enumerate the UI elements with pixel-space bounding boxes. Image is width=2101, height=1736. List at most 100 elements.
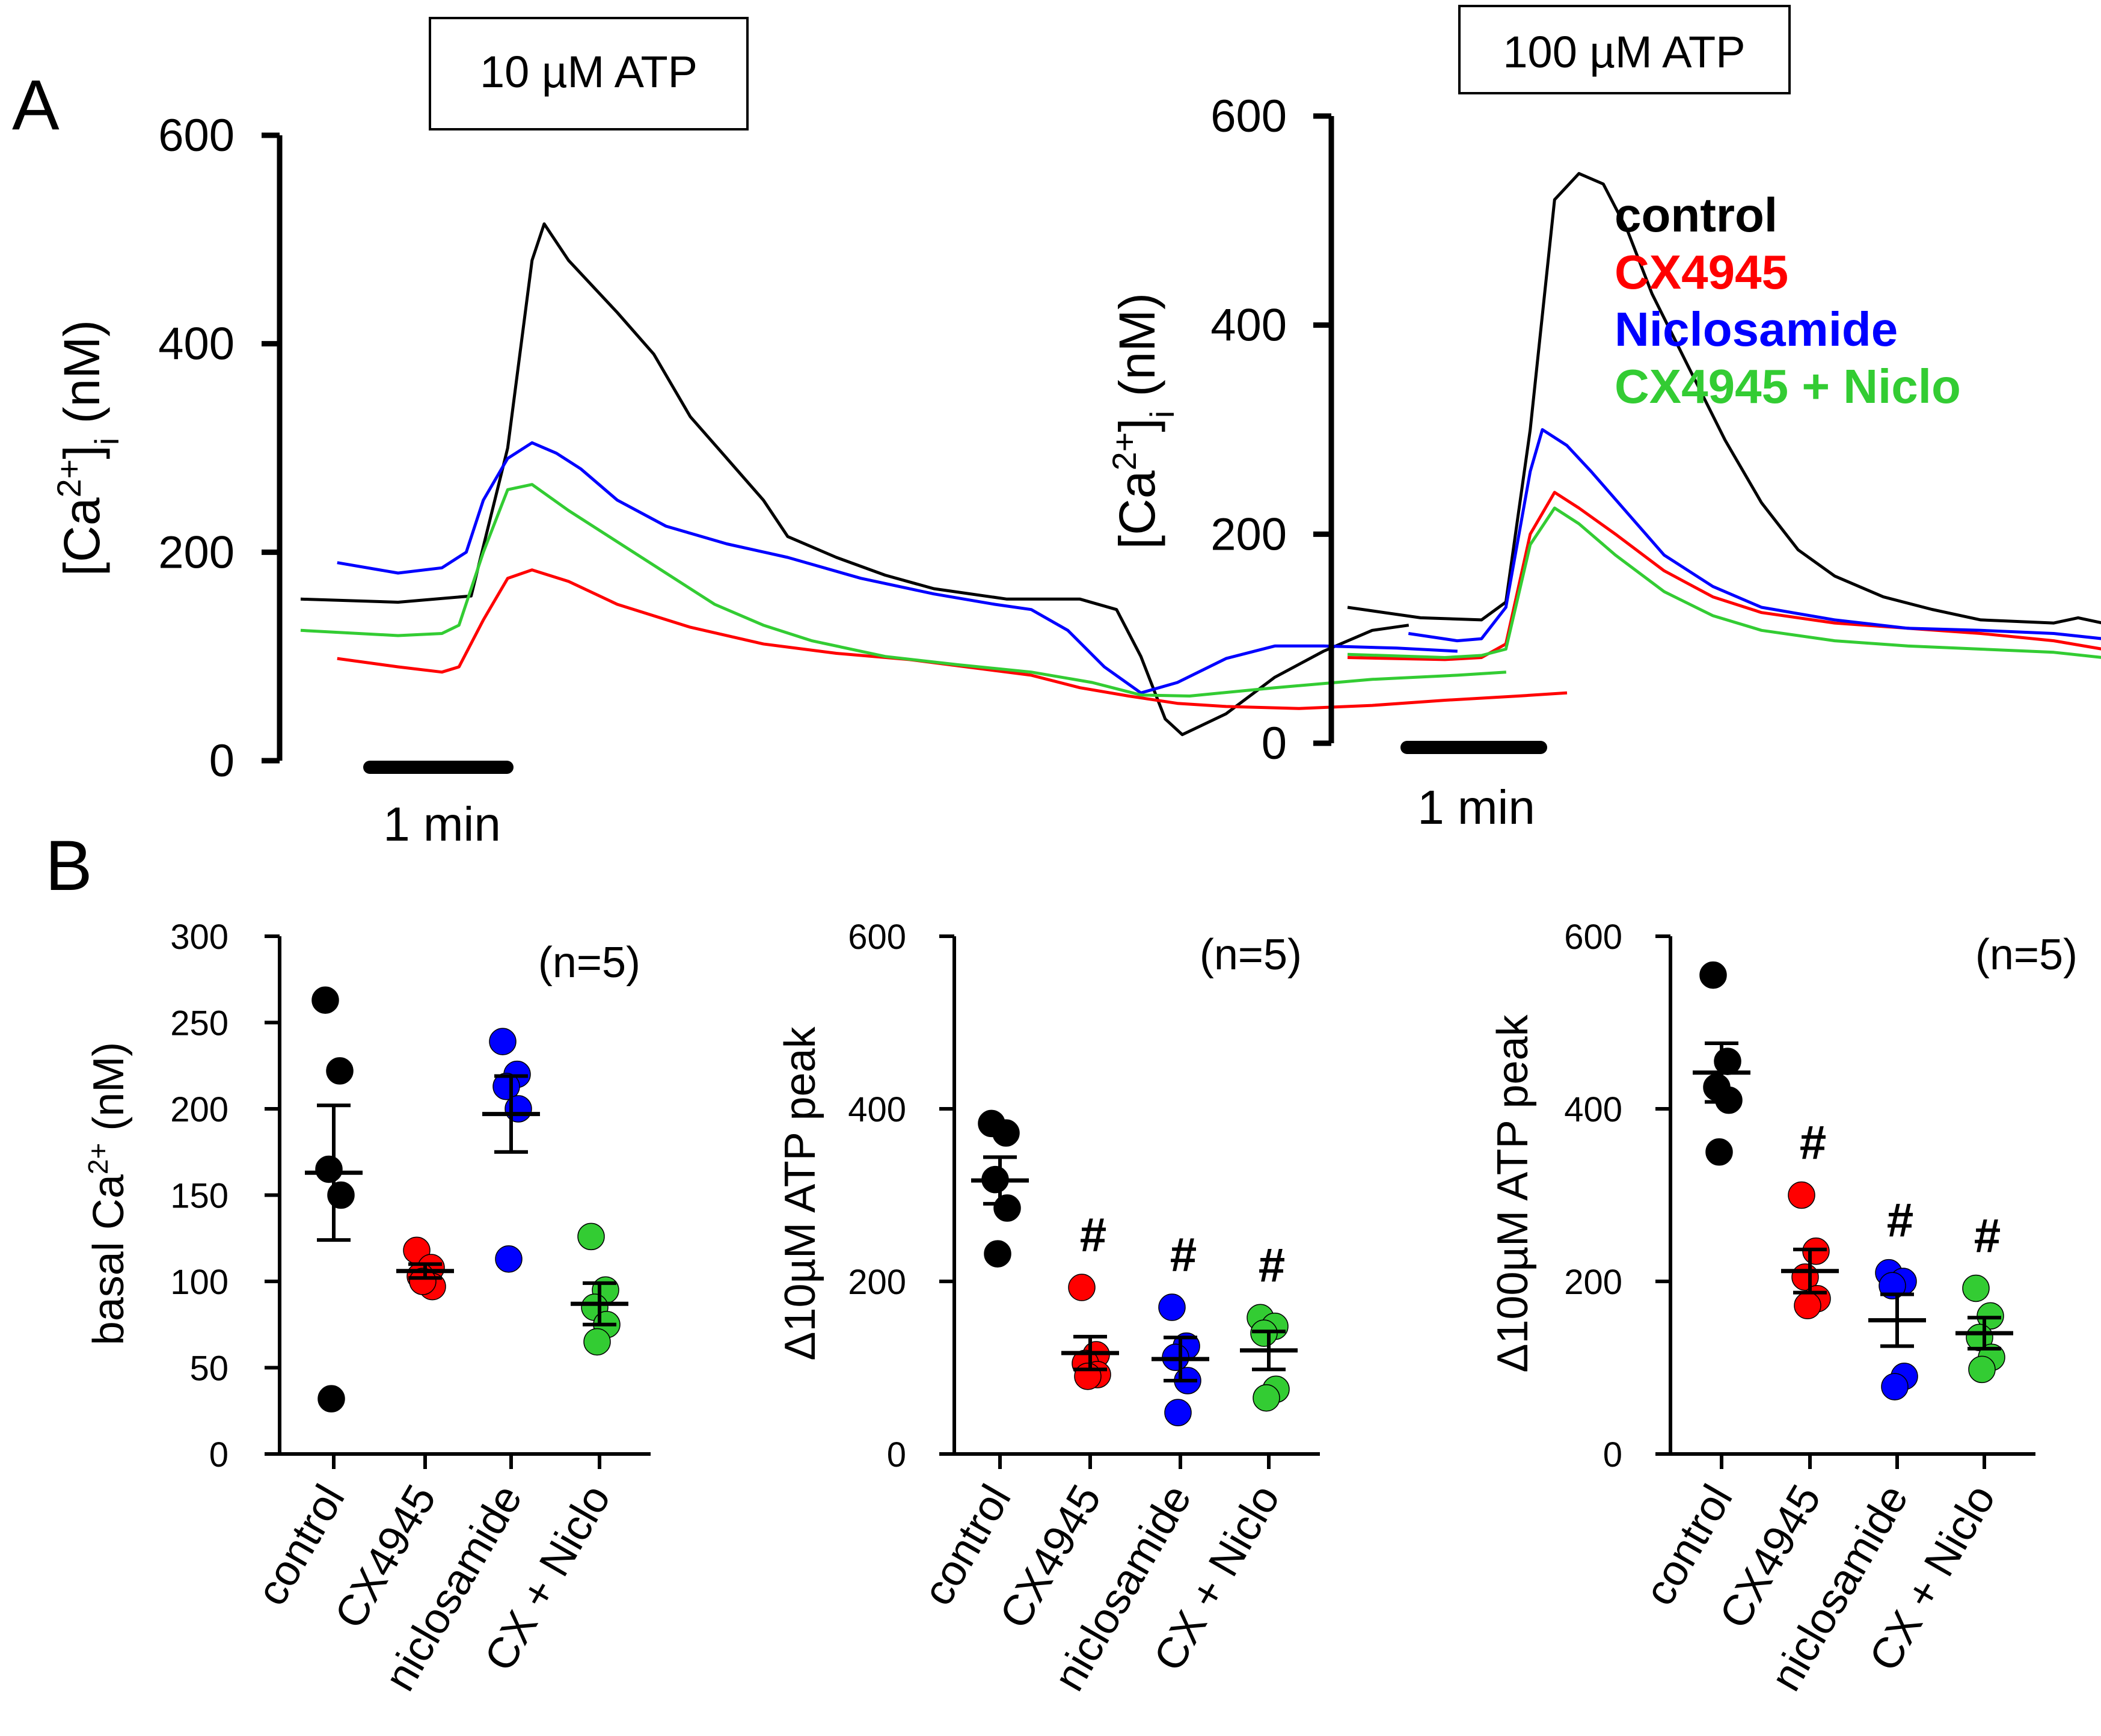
n-label: (n=5) [1975, 931, 2078, 979]
title-box [429, 17, 749, 130]
y-tick-label: 600 [848, 918, 906, 957]
chart-title: 100 µM ATP [1503, 27, 1745, 77]
data-point [326, 1057, 354, 1085]
y-axis-label-part: 2+ [50, 459, 88, 498]
y-tick-label: 400 [848, 1090, 906, 1129]
data-point [317, 1385, 345, 1412]
data-point [327, 1181, 355, 1209]
y-tick-label: 400 [1564, 1090, 1622, 1129]
y-axis-label-part: [Ca [1109, 470, 1165, 549]
data-point [1705, 1138, 1733, 1166]
trace-control [300, 222, 1409, 737]
y-axis-label-part: (nM) [1109, 293, 1165, 411]
y-axis-label-part: Δ100µM ATP peak [1489, 1014, 1537, 1372]
legend-entry: CX4945 + Niclo [1615, 360, 1961, 413]
data-point [315, 1155, 343, 1183]
legend-entry: control [1615, 188, 1777, 242]
data-point [1881, 1373, 1909, 1400]
chart-title: 10 µM ATP [480, 47, 698, 97]
y-tick-label: 600 [1210, 91, 1287, 142]
significance-marker: # [1974, 1209, 2001, 1262]
data-point [495, 1245, 523, 1273]
y-tick-label: 0 [1262, 718, 1287, 769]
y-axis-label-part: (nM) [85, 1042, 133, 1143]
data-point [583, 1328, 611, 1356]
trace-cx4945-niclo [300, 483, 1506, 698]
data-point [1962, 1274, 1990, 1302]
trace-cx4945 [337, 568, 1568, 710]
y-tick-label: 400 [158, 319, 235, 370]
y-tick-label: 50 [189, 1349, 229, 1388]
y-tick-label: 200 [1564, 1263, 1622, 1302]
y-tick-label: 400 [1210, 300, 1287, 351]
y-axis-label: Δ10µM ATP peak [776, 1026, 824, 1360]
data-point [1968, 1355, 1996, 1384]
n-label: (n=5) [538, 939, 640, 987]
y-axis-label: Δ100µM ATP peak [1489, 1014, 1537, 1372]
significance-marker: # [1259, 1238, 1286, 1292]
y-tick-label: 0 [1603, 1435, 1622, 1474]
n-label: (n=5) [1200, 931, 1302, 979]
y-tick-label: 250 [170, 1004, 229, 1043]
data-point [1699, 961, 1727, 989]
y-axis-label-part: i [1143, 411, 1181, 418]
y-axis-label: [Ca2+]i (nM) [1105, 293, 1181, 549]
scale-bar-label: 1 min [1417, 781, 1535, 834]
trace-niclosamide [1408, 428, 2101, 643]
y-tick-label: 0 [209, 735, 235, 787]
trace-cx4945 [1347, 491, 2101, 661]
panel-label-a: A [12, 66, 60, 145]
data-point [1794, 1292, 1821, 1319]
scale-bar-label: 1 min [383, 797, 501, 851]
y-tick-label: 0 [209, 1435, 229, 1474]
y-axis-label-part: ] [1109, 418, 1165, 432]
data-point [1879, 1272, 1906, 1299]
data-point [577, 1222, 605, 1251]
y-tick-label: 200 [848, 1263, 906, 1302]
y-tick-label: 300 [170, 918, 229, 957]
data-point [1788, 1181, 1815, 1209]
trace-control [1347, 172, 2101, 625]
data-point [992, 1119, 1020, 1147]
data-point [505, 1095, 532, 1123]
trace-cx4945-niclo [1347, 506, 2101, 659]
y-axis-label-part: [Ca [54, 497, 110, 576]
y-axis-label-part: ] [54, 445, 110, 459]
legend-entry: CX4945 [1615, 245, 1788, 299]
y-axis-label-part: Δ10µM ATP peak [776, 1026, 824, 1360]
panel-label-b: B [45, 826, 93, 906]
y-axis-label-part: 2+ [1105, 432, 1143, 471]
title-box [1458, 5, 1791, 94]
data-point [993, 1194, 1021, 1222]
y-axis-label-part: basal Ca [85, 1174, 133, 1345]
y-tick-label: 600 [158, 110, 235, 161]
y-tick-label: 200 [170, 1090, 229, 1129]
data-point [489, 1028, 517, 1055]
y-tick-label: 200 [1210, 509, 1287, 560]
y-tick-label: 150 [170, 1177, 229, 1216]
data-point [1074, 1363, 1102, 1390]
y-tick-label: 200 [158, 527, 235, 578]
y-tick-label: 0 [887, 1435, 906, 1474]
chart-100um-atp-trace: 100 µM ATP 0 200 400 600 [Ca2+]i (nM) 1 min con… [1105, 5, 2101, 834]
y-axis-label-part: (nM) [54, 320, 110, 438]
data-point [1253, 1384, 1280, 1412]
data-point [311, 986, 339, 1014]
data-point [984, 1240, 1011, 1268]
significance-marker: # [1170, 1228, 1197, 1281]
data-point [1164, 1399, 1192, 1426]
significance-marker: # [1887, 1194, 1914, 1247]
y-axis-label: basal Ca2+ (nM) [82, 1042, 133, 1346]
legend-entry: Niclosamide [1615, 302, 1898, 356]
data-point [1158, 1293, 1186, 1321]
significance-marker: # [1080, 1208, 1107, 1262]
y-axis-label: [Ca2+]i (nM) [50, 320, 126, 576]
y-tick-label: 100 [170, 1263, 229, 1302]
data-point [409, 1268, 437, 1295]
y-axis-label-part: i [88, 438, 126, 445]
